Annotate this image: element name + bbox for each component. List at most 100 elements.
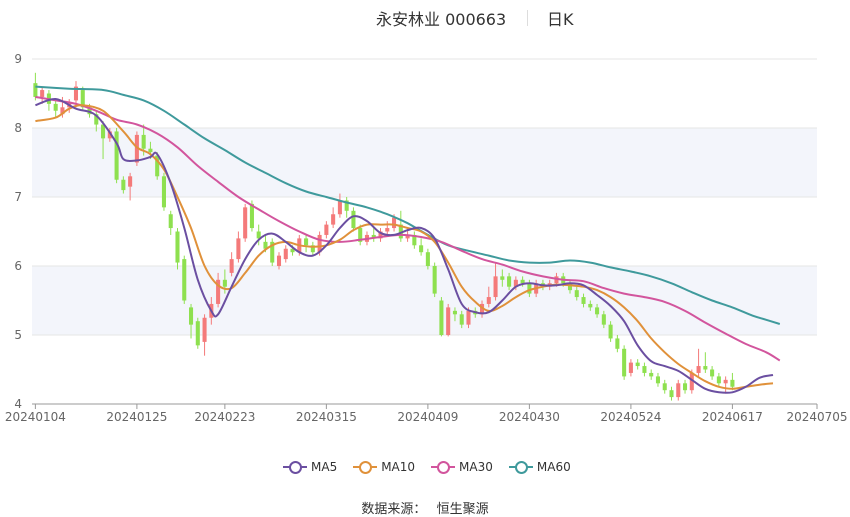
candle-body [385, 228, 390, 232]
x-tick-label: 20240315 [296, 410, 357, 424]
candle-body [500, 276, 505, 280]
candle-body [493, 276, 498, 298]
ma5-legend-marker [283, 460, 307, 474]
candle-body [317, 234, 322, 253]
ma30-line [35, 96, 781, 362]
candle-body [649, 372, 654, 377]
legend-item-ma60[interactable]: MA60 [508, 460, 571, 474]
candle-body [676, 383, 681, 398]
y-tick-label: 6 [14, 259, 22, 273]
candle-body [33, 83, 38, 97]
y-tick-label: 7 [14, 190, 22, 204]
candle-body [121, 179, 126, 191]
candle-body [398, 224, 403, 239]
candle-body [405, 234, 410, 239]
chart-title: 永安林业 000663 [376, 10, 507, 29]
candle-body [155, 155, 160, 177]
candle-body [80, 90, 85, 108]
x-tick-label: 20240524 [600, 410, 661, 424]
candle-body [148, 148, 153, 153]
legend-item-ma30[interactable]: MA30 [431, 460, 493, 474]
candle-body [189, 307, 194, 325]
ma30-legend-label: MA30 [459, 460, 493, 474]
candle-body [601, 314, 606, 325]
candle-body [710, 369, 715, 377]
candle-body [459, 314, 464, 325]
candle-body [229, 259, 234, 273]
candle-body [337, 200, 342, 215]
candle-body [432, 266, 437, 294]
candle-body [689, 372, 694, 391]
candle-body [486, 297, 491, 304]
candle-body [263, 241, 268, 249]
source-name: 恒生聚源 [436, 502, 489, 517]
legend-item-ma10[interactable]: MA10 [353, 460, 415, 474]
candle-body [141, 134, 146, 149]
candle-body [622, 348, 627, 377]
candle-body [662, 383, 667, 391]
candle-body [446, 307, 451, 335]
candle-body [87, 107, 92, 115]
candle-body [324, 224, 329, 235]
data-source: 数据来源： 恒生聚源 [0, 498, 850, 517]
candle-body [236, 238, 241, 260]
candle-body [168, 214, 173, 229]
y-tick-label: 9 [14, 52, 22, 66]
candle-body [270, 241, 275, 263]
candle-body [331, 214, 336, 225]
ma5-line [35, 97, 774, 394]
x-tick-label: 20240223 [194, 410, 255, 424]
candle-body [655, 376, 660, 384]
ma30-legend-marker [431, 460, 456, 474]
candle-body [507, 276, 512, 287]
candle-body [216, 279, 221, 304]
x-tick-label: 20240125 [106, 410, 167, 424]
candle-body [425, 252, 430, 266]
ma10-legend-marker [353, 460, 378, 474]
x-tick-label: 20240409 [397, 410, 458, 424]
x-tick-label: 20240430 [499, 410, 560, 424]
candle-body [642, 366, 647, 373]
candle-body [60, 107, 65, 115]
y-tick-label: 8 [14, 121, 22, 135]
candle-body [371, 234, 376, 239]
candle-body [134, 134, 139, 163]
candle-body [101, 124, 106, 139]
candle-body [527, 283, 532, 294]
candle-body [723, 379, 728, 384]
candle-body [696, 366, 701, 373]
candle-body [310, 245, 315, 253]
candle-body [479, 303, 485, 315]
x-tick-label: 20240617 [702, 410, 763, 424]
ma60-legend-label: MA60 [536, 460, 571, 474]
candle-body [466, 310, 471, 325]
candle-body [716, 376, 721, 384]
candle-body [128, 176, 133, 187]
candle-body [513, 279, 518, 287]
candle-body [703, 366, 708, 370]
legend-item-ma5[interactable]: MA5 [283, 460, 337, 474]
candle-body [595, 307, 600, 315]
candle-body [344, 200, 349, 211]
plot-band [32, 266, 817, 335]
candle-body [290, 248, 295, 253]
candle-body [608, 324, 613, 339]
candle-body [222, 279, 227, 287]
candle-body [73, 86, 79, 101]
candle-body [161, 176, 166, 208]
candle-body [351, 210, 356, 229]
x-tick-label: 20240705 [786, 410, 847, 424]
candle-body [669, 390, 674, 398]
plot-band [32, 128, 817, 197]
candle-body [358, 228, 363, 242]
ma10-line [35, 104, 774, 390]
candle-body [256, 231, 261, 239]
candle-body [182, 259, 187, 301]
y-tick-label: 4 [14, 397, 22, 411]
ma5-legend-label: MA5 [311, 460, 338, 474]
candle-body [567, 283, 573, 291]
candle-body [175, 231, 180, 263]
candle-body [635, 362, 640, 367]
candle-body [40, 90, 45, 97]
candle-body [588, 303, 593, 308]
